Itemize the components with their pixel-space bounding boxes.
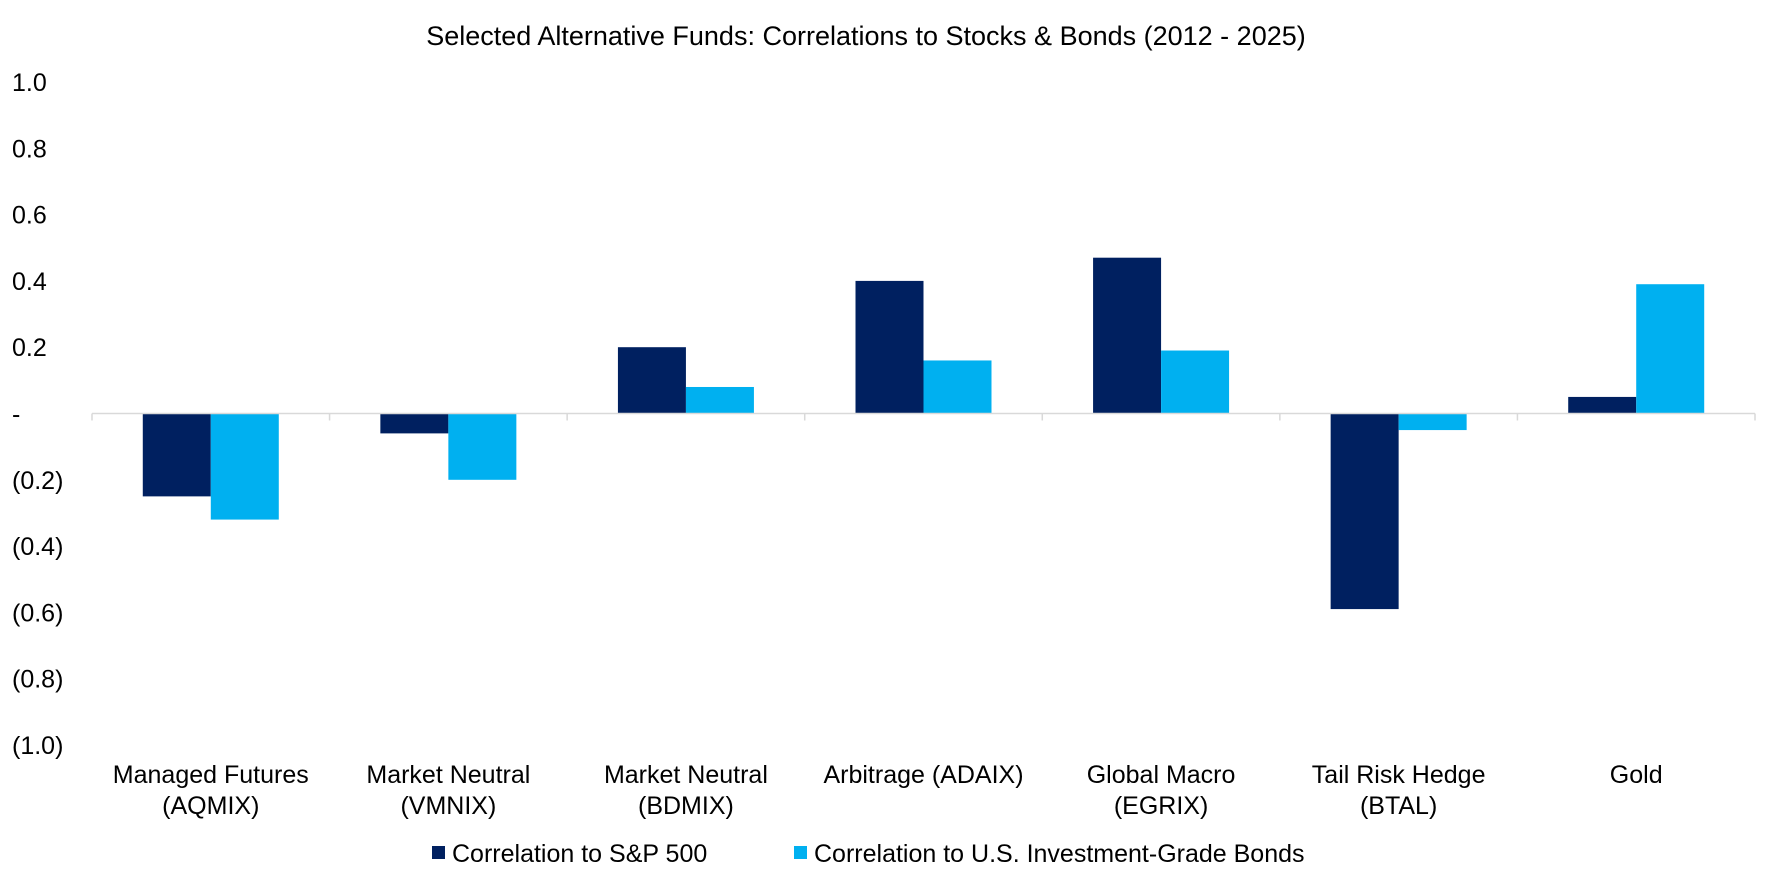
- legend-label: Correlation to S&P 500: [452, 840, 707, 868]
- x-tick-label: Market Neutral: [604, 761, 768, 789]
- y-axis: 1.0 0.8 0.6 0.4 0.2 - (0.2) (0.4) (0.6) (0.8) (1.0…: [12, 69, 63, 760]
- bar-sp500: [1093, 257, 1162, 414]
- x-tick-label: (BTAL): [1360, 792, 1437, 820]
- bar-sp500: [617, 347, 686, 414]
- x-tick-label: Gold: [1610, 761, 1663, 789]
- legend-label: Correlation to U.S. Investment-Grade Bon…: [814, 840, 1305, 868]
- bar-bonds: [685, 386, 754, 414]
- legend-swatch: [794, 846, 807, 859]
- x-tick-label: (AQMIX): [162, 792, 259, 820]
- x-tick-label: (EGRIX): [1114, 792, 1208, 820]
- y-tick-label: (0.8): [12, 666, 63, 694]
- y-tick-label: 0.6: [12, 202, 47, 230]
- bar-bonds: [1636, 284, 1705, 414]
- y-tick-label: (0.4): [12, 533, 63, 561]
- bar-bonds: [1398, 413, 1467, 431]
- y-tick-label: 0.2: [12, 334, 47, 362]
- x-tick-label: Global Macro: [1087, 761, 1236, 789]
- y-tick-label: 0.8: [12, 135, 47, 163]
- y-tick-label: 0.4: [12, 268, 47, 296]
- bar-bonds: [1161, 350, 1230, 414]
- bar-bonds: [923, 360, 992, 414]
- y-tick-label: 1.0: [12, 69, 47, 97]
- legend: Correlation to S&P 500 Correlation to U.S…: [432, 840, 1305, 868]
- y-tick-label: (1.0): [12, 732, 63, 760]
- bar-sp500: [1568, 396, 1637, 414]
- x-tick-label: Managed Futures: [113, 761, 309, 789]
- bar-sp500: [380, 413, 449, 434]
- bar-sp500: [1330, 413, 1399, 610]
- bars: [142, 257, 1705, 610]
- y-tick-label: (0.2): [12, 467, 63, 495]
- y-tick-label: -: [12, 401, 20, 429]
- bar-bonds: [448, 413, 517, 480]
- x-tick-label: (VMNIX): [400, 792, 496, 820]
- bar-sp500: [855, 280, 924, 414]
- chart-title: Selected Alternative Funds: Correlations…: [426, 21, 1305, 51]
- y-tick-label: (0.6): [12, 599, 63, 627]
- x-tick-label: (BDMIX): [638, 792, 734, 820]
- x-tick-label: Market Neutral: [366, 761, 530, 789]
- x-tick-label: Tail Risk Hedge: [1312, 761, 1486, 789]
- x-tick-label: Arbitrage (ADAIX): [823, 761, 1023, 789]
- x-axis: Managed Futures (AQMIX) Market Neutral (VMN…: [91, 412, 1756, 820]
- legend-swatch: [432, 846, 445, 859]
- bar-bonds: [210, 413, 279, 520]
- bar-sp500: [142, 413, 211, 497]
